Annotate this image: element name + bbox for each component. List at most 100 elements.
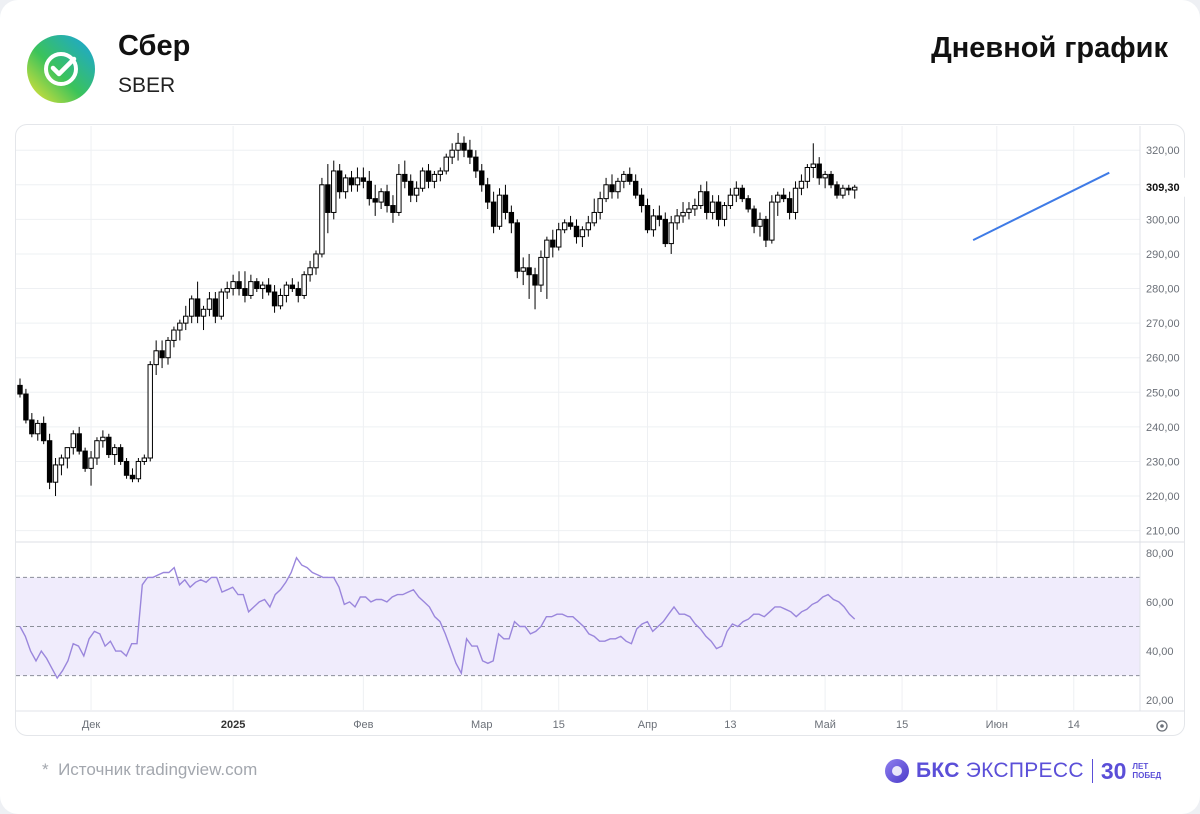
candle [556, 222, 562, 251]
settings-gear-icon [1156, 720, 1168, 732]
candle-body [360, 177, 367, 182]
candle-body [727, 194, 734, 207]
candle-body [58, 457, 65, 466]
rsi-line [19, 556, 856, 680]
last-price-label: 309,30 [1146, 182, 1180, 194]
candle [88, 451, 94, 486]
candle [656, 205, 663, 227]
candle-body [313, 253, 319, 269]
candle-body [123, 460, 130, 476]
candle-body [467, 149, 473, 158]
candle-body [644, 205, 651, 231]
candle-body [183, 315, 189, 324]
candle [745, 195, 751, 213]
candle [680, 202, 686, 223]
axes: 320,00310,00300,00290,00280,00270,00260,… [16, 126, 1187, 732]
candle-body [265, 284, 272, 293]
candle-body [301, 274, 307, 296]
candle [721, 202, 728, 227]
candle [354, 167, 361, 192]
candle [840, 184, 846, 199]
last-price-box [1141, 177, 1187, 197]
candle [674, 209, 680, 230]
candle-body [212, 298, 219, 317]
footnote-star: * [42, 760, 49, 779]
candle-body [194, 298, 201, 317]
ticker-name: Сбер [118, 30, 191, 62]
candle-body [260, 284, 266, 290]
candle-body [816, 163, 822, 179]
candle-body [692, 205, 698, 210]
candle-body [348, 177, 355, 186]
candle [443, 153, 449, 175]
candle [538, 250, 544, 292]
candle [366, 170, 372, 206]
candle [106, 433, 112, 458]
rsi-group [19, 556, 856, 680]
candle-body [769, 201, 775, 241]
candle-body [550, 239, 556, 248]
candle-body [117, 447, 124, 462]
time-tick-label: 2025 [221, 719, 245, 731]
candle-body [514, 222, 520, 272]
trendline-group [972, 171, 1110, 242]
candle-body [52, 464, 59, 483]
candle [425, 164, 432, 189]
time-tick-label: Апр [638, 719, 657, 731]
candle [739, 184, 745, 203]
candle [484, 177, 491, 209]
candle [804, 164, 811, 189]
candle-body [325, 184, 331, 213]
time-tick-label: 13 [724, 719, 736, 731]
candle [301, 271, 307, 299]
candle [40, 416, 47, 445]
candle [727, 188, 734, 209]
candle [254, 278, 260, 292]
candle [336, 164, 343, 199]
candle [236, 271, 242, 296]
candle [260, 281, 266, 299]
candle-body [591, 211, 597, 224]
candle-body [17, 384, 23, 395]
candle-body [248, 281, 254, 296]
candle [64, 447, 71, 469]
candle-body [828, 173, 834, 186]
candle-body [277, 294, 284, 307]
candle [780, 188, 787, 203]
candle-body [354, 177, 361, 186]
candle-body [597, 198, 603, 213]
candle-body [561, 222, 568, 231]
candle [431, 170, 438, 189]
candle-body [384, 191, 390, 207]
candle [360, 167, 367, 189]
candle [632, 174, 639, 199]
price-tick-label: 230,00 [1146, 456, 1180, 468]
candle [325, 164, 331, 234]
candle-body [603, 184, 609, 200]
candle [698, 184, 704, 209]
rsi-tick-label: 20,00 [1146, 695, 1174, 707]
candle [183, 305, 189, 331]
candle [218, 288, 224, 320]
candle-body [792, 187, 799, 213]
candle [437, 167, 444, 182]
candle [372, 184, 378, 216]
candle-body [177, 322, 183, 331]
candle [775, 191, 781, 216]
candle-body [319, 184, 325, 255]
candle [846, 184, 852, 196]
price-tick-label: 320,00 [1146, 145, 1180, 157]
candle-body [496, 194, 503, 227]
candle [331, 160, 337, 220]
candle-body [650, 215, 657, 231]
candle [378, 188, 384, 209]
source-note: * Источник tradingview.com [42, 760, 257, 780]
candle-body [200, 308, 207, 317]
candle-body [810, 163, 816, 169]
candle-body [29, 419, 35, 435]
candle [58, 454, 65, 476]
candle [650, 209, 657, 237]
candle [100, 430, 106, 448]
candle-body [490, 201, 497, 227]
